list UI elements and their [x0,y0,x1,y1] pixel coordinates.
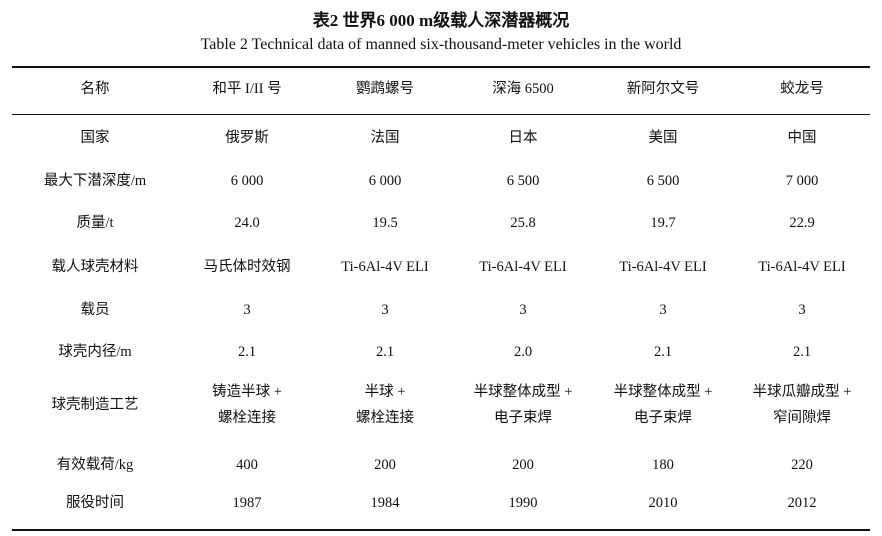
table-cell: 法国 [370,130,400,146]
table-cell: Ti-6Al-4V ELI [619,259,707,275]
table-cell: Ti-6Al-4V ELI [341,259,429,275]
table-cell: 6 000 [368,173,402,189]
table-cell: 3 [659,302,667,318]
table-cell: 1987 [232,495,262,511]
table-cell: 2.1 [792,344,812,360]
table-subtitle: Table 2 Technical data of manned six-tho… [200,36,682,53]
table-cell: Ti-6Al-4V ELI [479,259,567,275]
table-cell: 200 [512,457,534,473]
row-label: 国家 [80,130,110,146]
header-cell: 深海 6500 [492,81,554,97]
row-label: 质量/t [76,215,114,231]
table-row: 球壳制造工艺 铸造半球 + 螺栓连接 半球 + 螺栓连接 半球整体成型 + 电子束焊半… [12,379,870,431]
table-cell: 6 500 [506,173,540,189]
table-cell: 3 [243,302,251,318]
table-cell: 3 [798,302,806,318]
table-cell: 半球瓜瓣成型 + 窄间隙焊 [752,384,852,426]
row-label: 球壳制造工艺 [51,397,139,413]
table-cell: 200 [374,457,396,473]
table-cell: 6 500 [646,173,680,189]
table-cell: 400 [236,457,258,473]
top-rule [12,66,870,68]
table-cell: 6 000 [230,173,264,189]
header-cell: 蛟龙号 [780,81,824,97]
table-cell: 马氏体时效钢 [203,259,291,275]
table-cell: 铸造半球 + 螺栓连接 [212,384,282,426]
table-cell: 2.1 [375,344,395,360]
table-cell: 3 [381,302,389,318]
table-cell: 24.0 [234,215,260,231]
table-cell: 2.1 [653,344,673,360]
table-cell: 3 [519,302,527,318]
row-label: 球壳内径/m [58,344,132,360]
table-cell: 半球整体成型 + 电子束焊 [473,384,573,426]
header-cell: 和平 I/II 号 [212,81,282,97]
table-row: 载人球壳材料 马氏体时效钢 Ti-6Al-4V ELI Ti-6Al-4V ELI Ti… [12,254,870,280]
table-cell: 22.9 [789,215,815,231]
header-cell: 新阿尔文号 [626,81,700,97]
table-cell: 半球整体成型 + 电子束焊 [613,384,713,426]
table-cell: 7 000 [785,173,819,189]
row-label: 载员 [80,302,110,318]
table-header-row: 名称 和平 I/II 号 鹦鹉螺号 深海 6500 新阿尔文号 蛟龙号 [12,75,870,103]
row-label: 有效载荷/kg [56,457,134,473]
header-cell: 鹦鹉螺号 [356,81,414,97]
table-cell: 220 [791,457,813,473]
header-rule [12,114,870,115]
header-cell: 名称 [80,81,110,97]
table-cell: 2012 [787,495,817,511]
table-row: 最大下潜深度/m 6 000 6 000 6 500 6 500 7 000 [12,168,870,194]
row-label: 载人球壳材料 [51,259,139,275]
table-row: 国家 俄罗斯 法国 日本 美国 中国 [12,125,870,151]
row-label: 服役时间 [66,495,124,511]
table-cell: 美国 [648,130,678,146]
table-cell: 2010 [648,495,678,511]
table-cell: 日本 [508,130,538,146]
table-cell: 25.8 [510,215,536,231]
table-cell: 中国 [787,130,817,146]
table-cell: 180 [652,457,674,473]
table-title: 表2 世界6 000 m级载人深潜器概况 [312,11,570,30]
table-row: 球壳内径/m 2.1 2.1 2.0 2.1 2.1 [12,339,870,365]
bottom-rule [12,529,870,531]
table-cell: 19.5 [372,215,398,231]
table-cell: 半球 + 螺栓连接 [356,384,414,426]
table-cell: 1990 [508,495,538,511]
table-cell: 19.7 [650,215,676,231]
table-row: 质量/t 24.0 19.5 25.8 19.7 22.9 [12,210,870,236]
table-cell: 俄罗斯 [225,130,269,146]
table-cell: 1984 [370,495,400,511]
table-row: 有效载荷/kg 400 200 200 180 220 [12,452,870,478]
table-cell: 2.0 [513,344,533,360]
table-row: 服役时间 1987 1984 1990 2010 2012 [12,490,870,516]
row-label: 最大下潜深度/m [43,173,147,189]
table-cell: 2.1 [237,344,257,360]
table-cell: Ti-6Al-4V ELI [758,259,846,275]
table-row: 载员 3 3 3 3 3 [12,297,870,323]
